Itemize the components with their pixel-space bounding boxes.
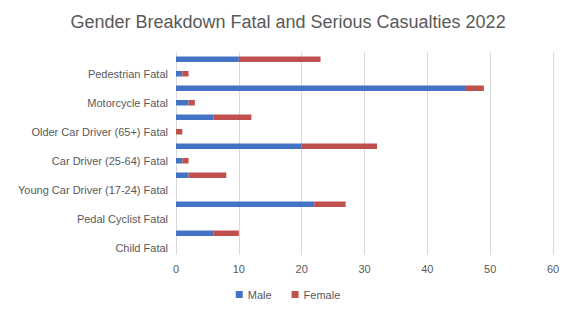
svg-text:60: 60 <box>547 263 559 275</box>
svg-text:50: 50 <box>484 263 496 275</box>
svg-text:0: 0 <box>173 263 179 275</box>
svg-text:Pedal Cyclist Fatal: Pedal Cyclist Fatal <box>77 213 168 225</box>
svg-text:Pedestrian Fatal: Pedestrian Fatal <box>88 68 168 80</box>
svg-text:Car Driver (25-64) Fatal: Car Driver (25-64) Fatal <box>52 155 168 167</box>
svg-text:10: 10 <box>233 263 245 275</box>
svg-text:Child Fatal: Child Fatal <box>115 242 168 254</box>
svg-text:30: 30 <box>358 263 370 275</box>
svg-text:Gender Breakdown Fatal and Ser: Gender Breakdown Fatal and Serious Casua… <box>70 12 505 32</box>
svg-text:Female: Female <box>304 289 341 301</box>
svg-text:Older Car Driver (65+) Fatal: Older Car Driver (65+) Fatal <box>31 126 168 138</box>
svg-text:40: 40 <box>421 263 433 275</box>
svg-text:20: 20 <box>296 263 308 275</box>
svg-text:Motorcycle Fatal: Motorcycle Fatal <box>87 97 168 109</box>
svg-text:Young Car Driver (17-24) Fatal: Young Car Driver (17-24) Fatal <box>18 184 168 196</box>
svg-text:Male: Male <box>248 289 272 301</box>
